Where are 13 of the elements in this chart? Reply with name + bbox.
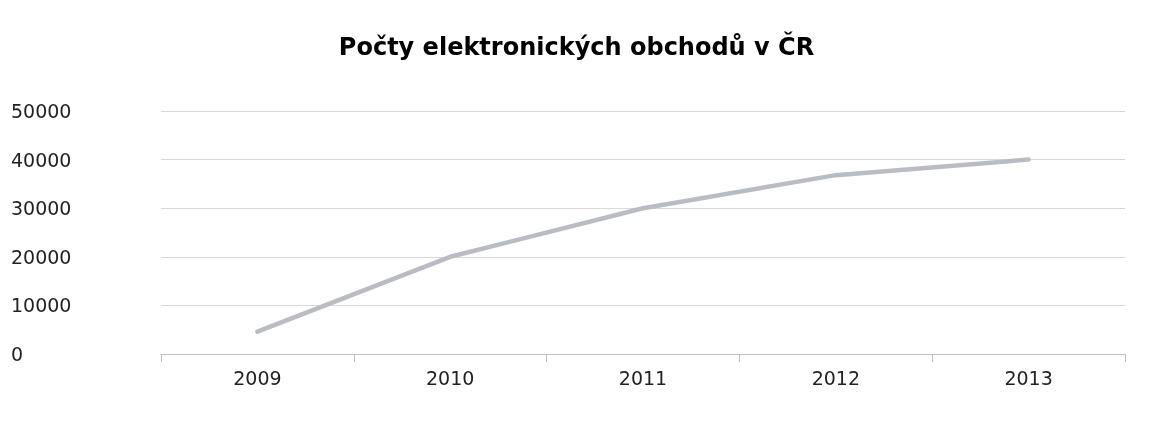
x-tick-label: 2012 (811, 366, 860, 389)
x-tick-label: 2010 (426, 366, 475, 389)
y-tick-label: 30000 (11, 197, 72, 220)
y-tick-label: 0 (11, 343, 24, 365)
x-tick-label: 2009 (233, 366, 282, 389)
chart-title: Počty elektronických obchodů v ČR (338, 31, 815, 61)
x-tick-label: 2013 (1004, 366, 1053, 389)
y-tick-label: 40000 (11, 148, 72, 171)
y-tick-label: 10000 (11, 294, 72, 317)
line-series (255, 157, 1031, 334)
x-tick-label: 2011 (618, 366, 668, 389)
y-tick-label: 20000 (11, 245, 72, 268)
y-tick-label: 50000 (11, 100, 72, 122)
